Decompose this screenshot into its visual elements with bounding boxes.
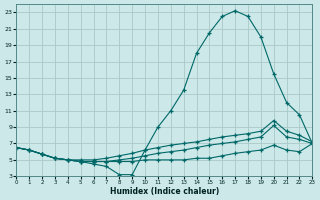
- X-axis label: Humidex (Indice chaleur): Humidex (Indice chaleur): [110, 187, 219, 196]
